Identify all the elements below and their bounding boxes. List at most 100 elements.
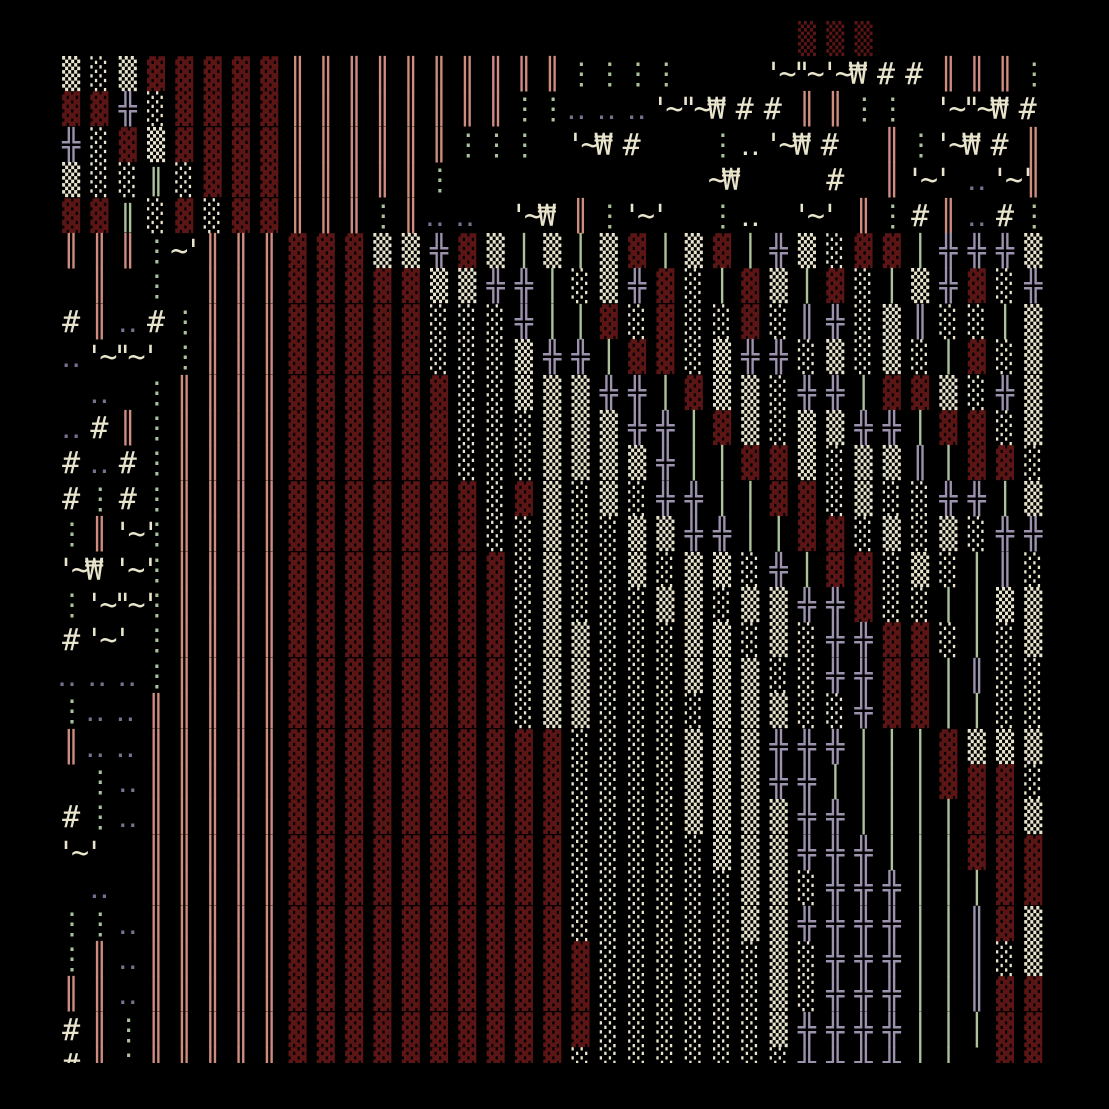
glyph: ░ [458,340,477,376]
glyph: ▓ [62,198,81,234]
glyph: ▓ [458,1012,477,1048]
glyph: ░ [911,340,930,376]
glyph: ▓ [430,375,449,411]
glyph: ▓ [316,340,335,376]
glyph: ▓ [316,517,335,553]
glyph: ▓ [345,552,364,588]
glyph: │ [599,340,618,376]
glyph: ‥ [89,871,110,907]
glyph: ░ [458,411,477,446]
glyph: ▓ [316,800,335,836]
glyph: ║ [514,57,533,92]
glyph: ▒ [713,623,732,659]
glyph: ║ [203,375,222,411]
glyph: ▓ [401,871,420,907]
glyph: ░ [684,835,703,871]
glyph: ▒ [741,871,760,907]
glyph: ▓ [401,446,420,482]
glyph: ⋮ [509,127,540,163]
glyph: ░ [458,446,477,482]
glyph: │ [741,517,760,553]
glyph: ▓ [458,906,477,942]
glyph: ░ [939,304,958,340]
glyph: ▒ [571,411,590,446]
glyph: ║ [231,800,250,836]
glyph: ╬ [854,623,873,659]
glyph: ▓ [316,765,335,800]
glyph: ║ [231,871,250,907]
glyph: ║ [175,588,194,623]
glyph: ⋮ [877,92,908,128]
glyph: ░ [599,942,618,977]
glyph: ╬ [854,411,873,446]
glyph: ║ [147,765,166,800]
glyph: ║ [203,269,222,305]
glyph: ░ [628,906,647,942]
glyph: ▓ [486,906,505,942]
glyph: ░ [514,446,533,482]
glyph: ▓ [684,375,703,411]
glyph: ▒ [599,411,618,446]
glyph: ▒ [1024,234,1043,269]
glyph: ░ [854,269,873,305]
glyph: ⋮ [85,800,116,836]
glyph: ▓ [288,517,307,553]
glyph: ⋮ [368,198,399,234]
glyph: '~₩ # [764,127,839,163]
glyph: ▒ [882,304,901,340]
glyph: ▓ [288,906,307,942]
glyph: ‥ [89,446,110,482]
glyph: ║ [203,588,222,623]
glyph: ▒ [1024,375,1043,411]
glyph: ▒ [967,729,986,765]
glyph: ▓ [231,127,250,163]
glyph: '~' [792,198,839,234]
glyph: ░ [514,623,533,659]
glyph: ░ [628,800,647,836]
glyph: '~"~' [85,588,159,623]
glyph: ║ [203,658,222,694]
glyph: ▓ [373,481,392,517]
glyph: ▓ [288,1012,307,1048]
glyph: │ [911,800,930,836]
glyph: ║ [231,906,250,942]
glyph: ‥ [89,375,110,411]
glyph: ╬ [854,942,873,977]
glyph: ▒ [571,375,590,411]
glyph: ░ [628,588,647,623]
glyph: ░ [713,871,732,907]
glyph: # [118,481,137,517]
glyph: ▓ [514,765,533,800]
glyph: ░ [486,411,505,446]
glyph: ║ [316,92,335,128]
glyph: ║ [62,977,81,1013]
glyph: ▒ [628,552,647,588]
glyph: ░ [486,340,505,376]
glyph: │ [939,1012,958,1048]
glyph: ╬ [826,800,845,836]
glyph: ░ [628,942,647,977]
glyph: │ [882,765,901,800]
glyph: ║ [147,729,166,765]
glyph: ░ [90,127,109,163]
glyph: # [62,1012,81,1048]
glyph: ║ [260,552,279,588]
glyph: ▓ [514,977,533,1013]
glyph: ╬ [571,340,590,376]
glyph: '~₩ '~' [57,552,159,588]
glyph: ╬ [996,517,1015,553]
glyph: ▓ [373,977,392,1013]
glyph: ║ [203,1012,222,1048]
glyph: ⋮ [566,57,597,92]
glyph: ╬ [854,658,873,694]
glyph: ║ [62,729,81,765]
glyph: ▒ [741,694,760,730]
glyph: ░ [458,375,477,411]
glyph: ║ [373,163,392,199]
glyph: ▒ [882,340,901,376]
glyph: ║ [203,800,222,836]
glyph: ▓ [967,340,986,376]
glyph: ░ [854,517,873,553]
glyph: ▒ [571,694,590,730]
glyph: ║ [543,57,562,92]
